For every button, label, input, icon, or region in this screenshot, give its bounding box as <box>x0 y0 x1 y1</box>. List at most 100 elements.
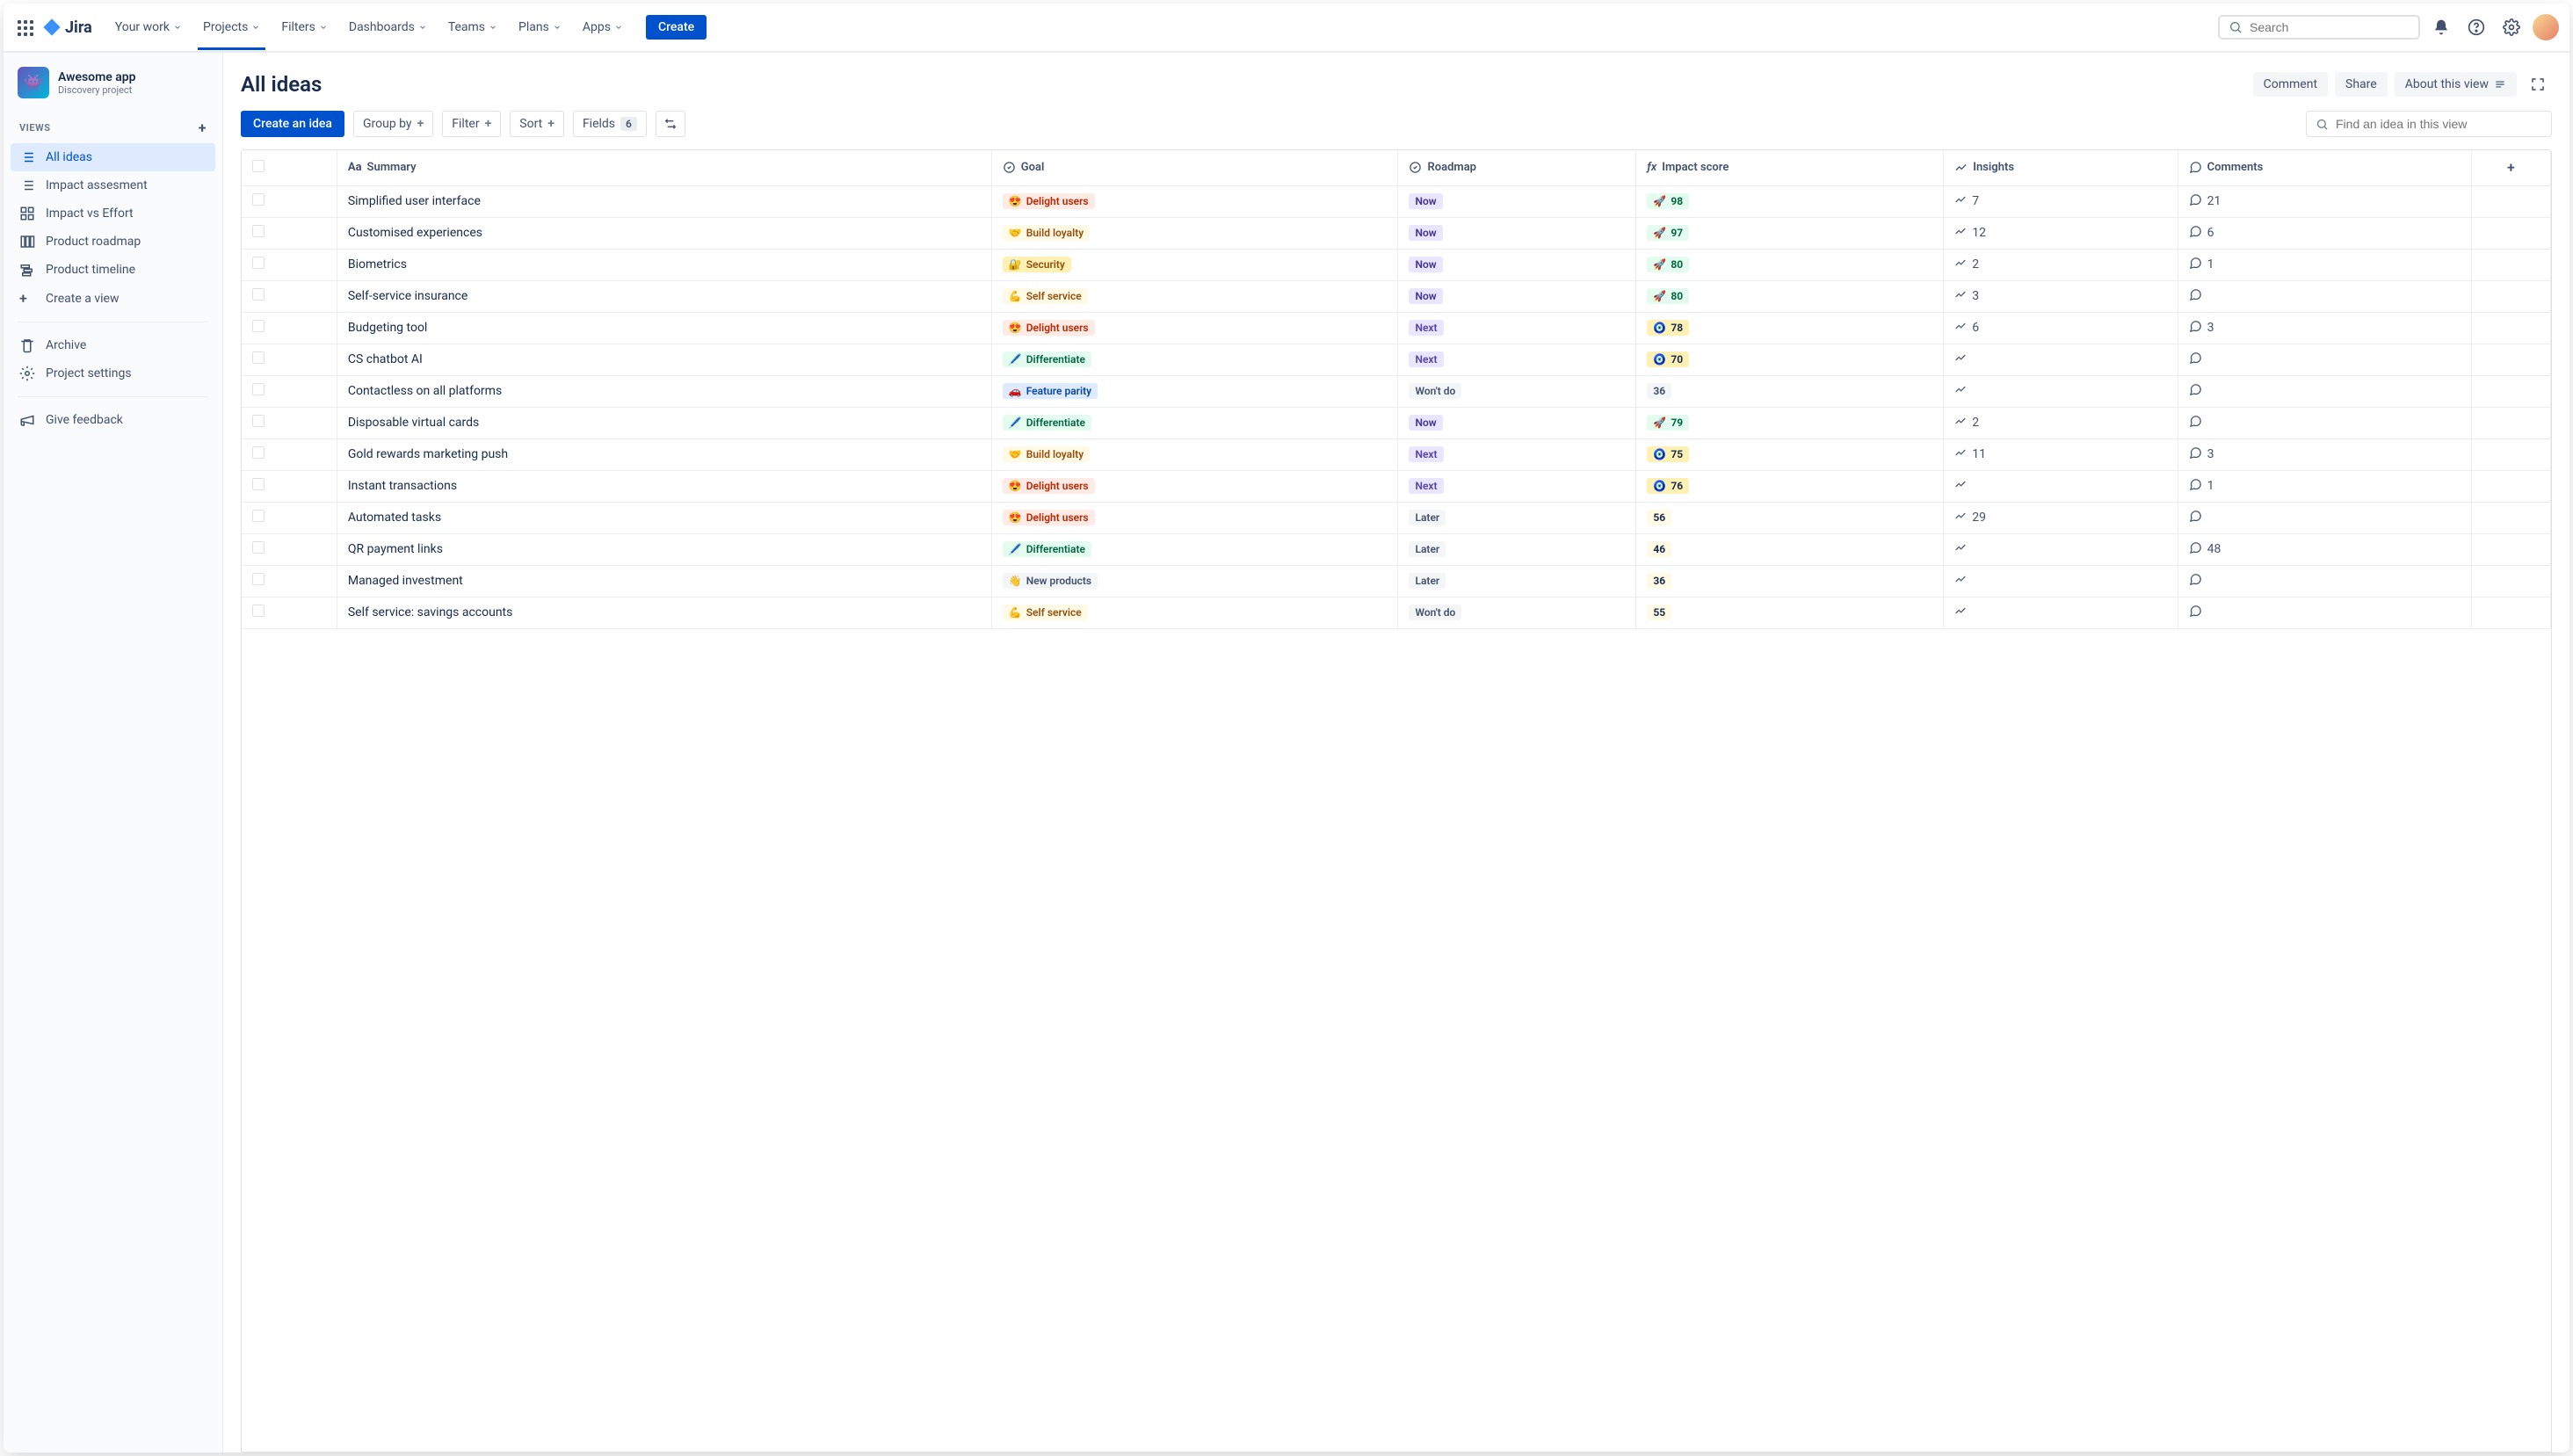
insights-cell[interactable] <box>1954 605 2166 620</box>
goal-tag[interactable]: 💪Self service <box>1003 288 1088 304</box>
roadmap-tag[interactable]: Later <box>1409 541 1446 557</box>
find-idea-search[interactable] <box>2306 111 2552 137</box>
comments-cell[interactable] <box>2189 383 2461 400</box>
insights-cell[interactable] <box>1954 383 2166 399</box>
nav-teams[interactable]: Teams <box>439 13 506 41</box>
automation-button[interactable] <box>656 111 685 137</box>
insights-cell[interactable]: 6 <box>1954 320 2166 336</box>
insights-cell[interactable]: 3 <box>1954 288 2166 304</box>
nav-filters[interactable]: Filters <box>272 13 337 41</box>
comments-cell[interactable]: 21 <box>2189 193 2461 210</box>
global-search[interactable] <box>2218 15 2420 40</box>
create-idea-button[interactable]: Create an idea <box>241 111 344 137</box>
table-row[interactable]: Simplified user interface😍Delight usersN… <box>242 185 2551 217</box>
table-row[interactable]: Automated tasks😍Delight usersLater5629 <box>242 502 2551 533</box>
about-view-button[interactable]: About this view <box>2395 72 2517 97</box>
goal-tag[interactable]: 🖊️Differentiate <box>1003 351 1091 367</box>
comments-cell[interactable] <box>2189 415 2461 431</box>
jira-logo[interactable]: Jira <box>42 18 92 37</box>
row-checkbox[interactable] <box>252 415 265 427</box>
global-search-input[interactable] <box>2250 20 2410 34</box>
nav-apps[interactable]: Apps <box>574 13 632 41</box>
nav-plans[interactable]: Plans <box>510 13 570 41</box>
comments-cell[interactable]: 48 <box>2189 541 2461 558</box>
sort-button[interactable]: Sort+ <box>510 111 564 137</box>
roadmap-tag[interactable]: Later <box>1409 573 1446 589</box>
goal-tag[interactable]: 🔐Security <box>1003 257 1071 272</box>
row-checkbox[interactable] <box>252 383 265 395</box>
nav-your-work[interactable]: Your work <box>106 13 191 41</box>
roadmap-tag[interactable]: Now <box>1409 415 1442 431</box>
insights-cell[interactable]: 2 <box>1954 415 2166 431</box>
row-checkbox[interactable] <box>252 225 265 237</box>
row-checkbox[interactable] <box>252 320 265 332</box>
find-idea-input[interactable] <box>2336 117 2542 131</box>
add-view-icon[interactable]: + <box>199 120 207 136</box>
filter-button[interactable]: Filter+ <box>442 111 501 137</box>
insights-cell[interactable] <box>1954 573 2166 589</box>
roadmap-tag[interactable]: Next <box>1409 446 1443 462</box>
goal-tag[interactable]: 👋New products <box>1003 573 1098 589</box>
insights-cell[interactable] <box>1954 478 2166 494</box>
roadmap-tag[interactable]: Next <box>1409 320 1443 336</box>
add-column-button[interactable]: + <box>2471 150 2550 185</box>
row-checkbox[interactable] <box>252 510 265 522</box>
help-icon[interactable] <box>2462 13 2490 41</box>
row-checkbox[interactable] <box>252 605 265 617</box>
sidebar-view-product-timeline[interactable]: Product timeline <box>11 256 215 284</box>
insights-cell[interactable]: 2 <box>1954 257 2166 272</box>
sidebar-view-impact-vs-effort[interactable]: Impact vs Effort <box>11 199 215 228</box>
insights-cell[interactable] <box>1954 351 2166 367</box>
comments-cell[interactable]: 3 <box>2189 320 2461 337</box>
table-row[interactable]: QR payment links🖊️DifferentiateLater4648 <box>242 533 2551 565</box>
project-header[interactable]: 👾 Awesome app Discovery project <box>11 67 215 112</box>
comments-cell[interactable]: 3 <box>2189 446 2461 463</box>
table-row[interactable]: Managed investment👋New productsLater36 <box>242 565 2551 597</box>
insights-cell[interactable]: 12 <box>1954 225 2166 241</box>
group-by-button[interactable]: Group by+ <box>353 111 433 137</box>
roadmap-tag[interactable]: Next <box>1409 351 1443 367</box>
create-button[interactable]: Create <box>646 15 707 40</box>
row-checkbox[interactable] <box>252 288 265 301</box>
comment-button[interactable]: Comment <box>2253 72 2328 97</box>
insights-cell[interactable]: 11 <box>1954 446 2166 462</box>
project-settings-link[interactable]: Project settings <box>11 359 215 388</box>
table-row[interactable]: Gold rewards marketing push🤝Build loyalt… <box>242 438 2551 470</box>
fields-button[interactable]: Fields6 <box>573 111 647 137</box>
comments-cell[interactable] <box>2189 605 2461 621</box>
sidebar-view-all-ideas[interactable]: All ideas <box>11 143 215 171</box>
goal-tag[interactable]: 😍Delight users <box>1003 510 1095 525</box>
comments-cell[interactable]: 1 <box>2189 478 2461 495</box>
select-all-checkbox[interactable] <box>252 160 265 172</box>
roadmap-tag[interactable]: Now <box>1409 225 1442 241</box>
comments-cell[interactable] <box>2189 288 2461 305</box>
comments-cell[interactable]: 6 <box>2189 225 2461 242</box>
roadmap-tag[interactable]: Next <box>1409 478 1443 494</box>
row-checkbox[interactable] <box>252 193 265 206</box>
goal-tag[interactable]: 😍Delight users <box>1003 320 1095 336</box>
roadmap-tag[interactable]: Now <box>1409 193 1442 209</box>
goal-tag[interactable]: 🤝Build loyalty <box>1003 446 1090 462</box>
goal-tag[interactable]: 😍Delight users <box>1003 478 1095 494</box>
goal-tag[interactable]: 💪Self service <box>1003 605 1088 620</box>
create-view-button[interactable]: + Create a view <box>11 284 215 313</box>
sidebar-view-product-roadmap[interactable]: Product roadmap <box>11 228 215 256</box>
roadmap-tag[interactable]: Now <box>1409 288 1442 304</box>
insights-cell[interactable] <box>1954 541 2166 557</box>
roadmap-tag[interactable]: Won't do <box>1409 605 1461 620</box>
comments-cell[interactable] <box>2189 573 2461 590</box>
roadmap-tag[interactable]: Now <box>1409 257 1442 272</box>
table-row[interactable]: Biometrics🔐SecurityNow🚀 8021 <box>242 249 2551 280</box>
goal-tag[interactable]: 🤝Build loyalty <box>1003 225 1090 241</box>
table-row[interactable]: Self-service insurance💪Self serviceNow🚀 … <box>242 280 2551 312</box>
comments-cell[interactable] <box>2189 510 2461 526</box>
row-checkbox[interactable] <box>252 541 265 554</box>
nav-projects[interactable]: Projects <box>194 13 269 41</box>
table-row[interactable]: Instant transactions😍Delight usersNext🧿 … <box>242 470 2551 502</box>
goal-tag[interactable]: 🖊️Differentiate <box>1003 541 1091 557</box>
user-avatar[interactable] <box>2533 14 2559 40</box>
table-row[interactable]: Contactless on all platforms🚗Feature par… <box>242 375 2551 407</box>
table-row[interactable]: Budgeting tool😍Delight usersNext🧿 7863 <box>242 312 2551 344</box>
settings-icon[interactable] <box>2497 13 2526 41</box>
share-button[interactable]: Share <box>2335 72 2388 97</box>
